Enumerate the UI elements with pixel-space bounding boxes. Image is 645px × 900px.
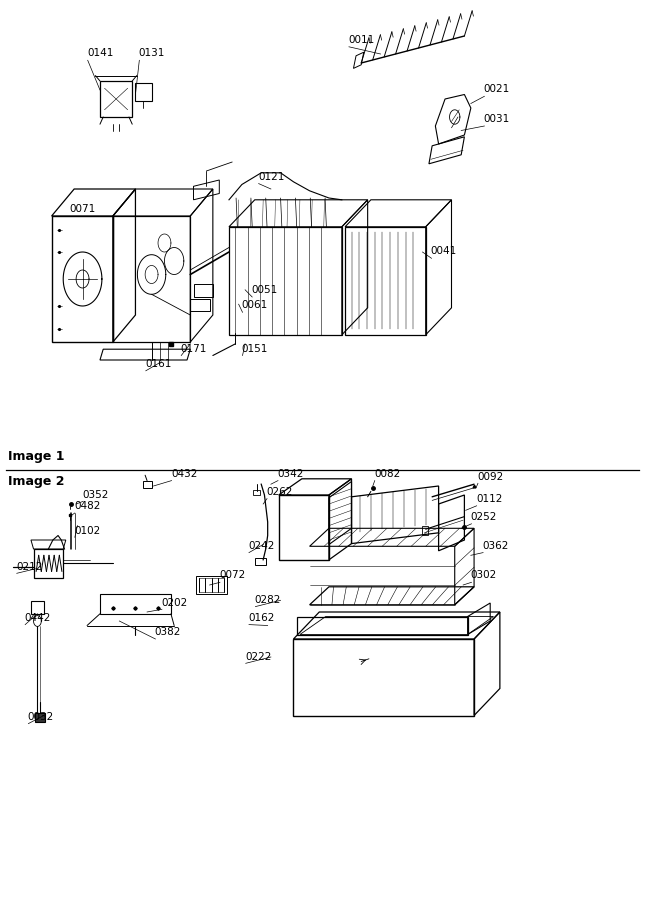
Text: 0171: 0171 (181, 344, 207, 354)
Text: 0362: 0362 (482, 541, 509, 551)
Text: 0021: 0021 (484, 85, 510, 94)
Text: 0162: 0162 (248, 613, 275, 623)
Text: 0031: 0031 (484, 114, 510, 124)
Text: 0212: 0212 (16, 562, 43, 572)
Text: 0072: 0072 (219, 571, 246, 580)
Text: 0071: 0071 (70, 204, 96, 214)
Text: 0082: 0082 (374, 469, 401, 479)
Text: 0161: 0161 (145, 359, 172, 369)
Text: 0041: 0041 (431, 247, 457, 256)
Text: Image 1: Image 1 (8, 450, 64, 463)
Text: 0051: 0051 (252, 285, 278, 295)
Text: 0442: 0442 (25, 613, 51, 623)
Text: 0102: 0102 (74, 526, 101, 536)
Text: 0112: 0112 (476, 494, 502, 504)
Text: 0302: 0302 (471, 571, 497, 580)
Text: 0432: 0432 (171, 469, 197, 479)
Text: 0342: 0342 (277, 469, 304, 479)
Text: 0151: 0151 (242, 344, 268, 354)
Polygon shape (35, 713, 45, 722)
Text: 0032: 0032 (28, 712, 54, 722)
Text: 0092: 0092 (477, 472, 504, 482)
Text: 0121: 0121 (258, 172, 284, 182)
Text: 0242: 0242 (248, 541, 275, 551)
Text: 0011: 0011 (348, 35, 375, 45)
Text: 0202: 0202 (161, 598, 188, 608)
Text: 0382: 0382 (155, 627, 181, 637)
Text: 0131: 0131 (139, 49, 165, 58)
Text: 0482: 0482 (74, 501, 101, 511)
Text: 0282: 0282 (255, 595, 281, 605)
Text: 0222: 0222 (245, 652, 272, 662)
Text: Image 2: Image 2 (8, 475, 64, 488)
Text: 0352: 0352 (83, 490, 109, 500)
Text: 0141: 0141 (87, 49, 114, 58)
Text: 0262: 0262 (266, 487, 293, 497)
Text: 0061: 0061 (242, 301, 268, 310)
Text: 0252: 0252 (471, 512, 497, 522)
